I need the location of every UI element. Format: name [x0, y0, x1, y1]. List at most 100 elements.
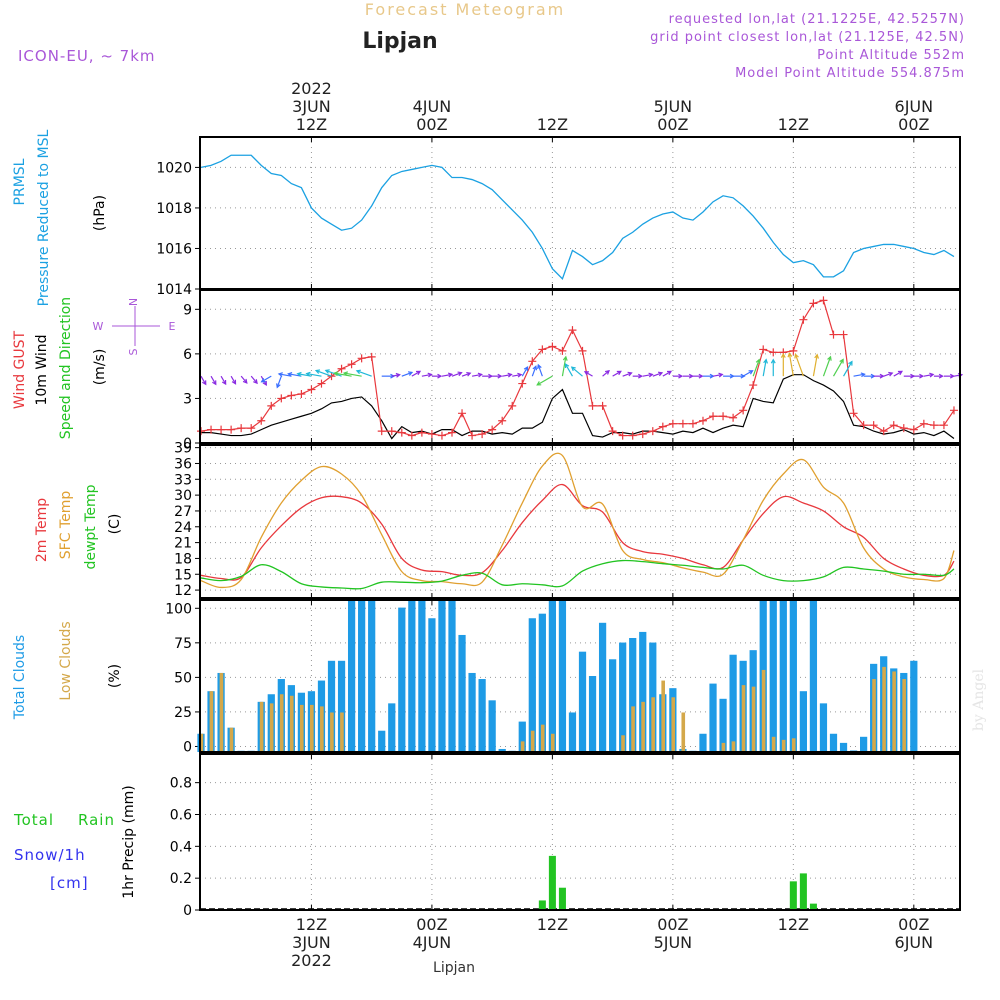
temp-ytick-label: 30 [174, 488, 192, 504]
low-clouds-bar [671, 697, 676, 752]
total-clouds-bar [839, 742, 848, 752]
wind-arrow-head [277, 372, 283, 377]
wind-gust-marker [648, 427, 657, 436]
total-clouds-bar [548, 600, 557, 752]
top-time-label: 2022 [291, 79, 332, 98]
total-clouds-bar [799, 691, 807, 752]
wind-direction-arrow [451, 372, 462, 377]
wind-gust-marker [769, 348, 778, 357]
wind-gust-marker [749, 381, 758, 390]
wind-direction-arrow [315, 369, 332, 377]
low-clouds-label: Low Clouds [58, 621, 74, 700]
wind-gust-marker [929, 421, 938, 430]
total-clouds-bar [588, 676, 597, 752]
wind-gust-marker [739, 406, 748, 415]
wind-direction-arrow [288, 373, 302, 377]
speed-direction-label: Speed and Direction [58, 297, 74, 439]
wind-arrow-head [407, 371, 414, 376]
wind-arrow-head [296, 371, 302, 377]
low-clouds-bar [771, 736, 776, 752]
snow-unit-label: [cm] [50, 874, 89, 892]
bottom-time-label: 2022 [291, 951, 332, 970]
clouds-ytick-label: 100 [165, 601, 192, 617]
clouds-ytick-label: 25 [174, 705, 192, 721]
model-altitude: Model Point Altitude 554.875m [735, 66, 965, 81]
total-clouds-label: Total Clouds [12, 635, 28, 720]
wind-arrow-head [324, 369, 330, 374]
wind-gust-marker [889, 421, 898, 430]
low-clouds-bar [530, 730, 535, 752]
wind-arrow-head [260, 378, 266, 383]
wind-gust-marker [317, 379, 326, 388]
total-clouds-bar [528, 618, 536, 752]
wind-direction-arrow [471, 373, 482, 377]
wind-gust-marker [478, 430, 487, 439]
hpa-unit-label: (hPa) [92, 195, 108, 231]
total-clouds-bar [568, 712, 577, 752]
rain-bar [538, 900, 546, 910]
rain-bar [809, 903, 817, 910]
bottom-time-label: 00Z [898, 915, 929, 934]
wind-gust-marker [458, 409, 467, 418]
wind-direction-arrow [278, 373, 292, 377]
wind-direction-arrow [712, 373, 723, 377]
precip-ytick-label: 0.6 [170, 807, 192, 823]
compass-south: S [127, 348, 140, 355]
wind-gust-marker [638, 430, 647, 439]
compass-west: W [93, 320, 104, 333]
temp-ytick-label: 39 [174, 441, 192, 457]
wind-gust-marker [709, 412, 718, 421]
wind-arrow-head [305, 371, 311, 377]
wind-direction-arrow [531, 366, 537, 377]
wind-gust-marker [719, 412, 728, 421]
bottom-time-label: 4JUN [413, 933, 452, 952]
wind-direction-arrow [612, 370, 622, 377]
wind-gust-marker [558, 346, 567, 355]
wind-gust-marker [849, 409, 858, 418]
wind-direction-arrow [343, 372, 362, 377]
dewpt-temp-line [200, 559, 955, 590]
wind-gust-marker [879, 427, 888, 436]
low-clouds-bar [209, 691, 214, 752]
wind-direction-arrow [762, 359, 767, 377]
total-clouds-bar [769, 600, 777, 752]
wind-direction-arrow [602, 370, 610, 377]
wind-direction-arrow [832, 359, 844, 377]
requested-coords: requested lon,lat (21.1225E, 42.5257N) [669, 12, 965, 27]
clouds-panel-frame [199, 599, 961, 753]
wind-direction-arrow [521, 366, 529, 377]
low-clouds-bar [761, 669, 766, 752]
wind-arrow-head [938, 373, 944, 379]
2m-temp-label: 2m Temp [34, 498, 50, 562]
temp-ytick-label: 12 [174, 583, 192, 599]
prmsl-line [200, 154, 955, 281]
rain-bar [558, 887, 566, 910]
wind-arrow-head [457, 371, 463, 377]
low-clouds-bar [651, 697, 655, 752]
wind-arrow-head [242, 378, 248, 384]
low-clouds-bar [340, 712, 344, 752]
total-clouds-bar [327, 660, 336, 752]
total-clouds-bar [337, 660, 346, 752]
wind-gust-marker [357, 354, 366, 363]
credit-watermark: by Angel [971, 668, 987, 731]
wind-gust-marker [588, 401, 597, 410]
precip-ytick-label: 0.2 [170, 871, 192, 887]
wind-arrow-head [657, 371, 664, 377]
low-clouds-bar [520, 741, 525, 752]
precip-panel-frame [199, 753, 961, 911]
wind-arrow-head [763, 358, 768, 364]
precip-ytick-label: 0.4 [170, 839, 192, 855]
wind-direction-arrow [843, 361, 853, 377]
wind-gust-marker [437, 431, 446, 440]
wind-arrow-head [814, 353, 820, 359]
plot-area: 1014101610181020036912151821242730333639… [156, 79, 964, 970]
wind-arrow-head [698, 373, 704, 379]
wind-direction-arrow [220, 375, 227, 385]
wind-gust-marker [407, 431, 416, 440]
wind-gust-marker [197, 427, 206, 436]
wind-arrow-head [532, 365, 538, 371]
precip-ytick-label: 0.8 [170, 776, 192, 792]
temp-ytick-label: 15 [174, 567, 192, 583]
